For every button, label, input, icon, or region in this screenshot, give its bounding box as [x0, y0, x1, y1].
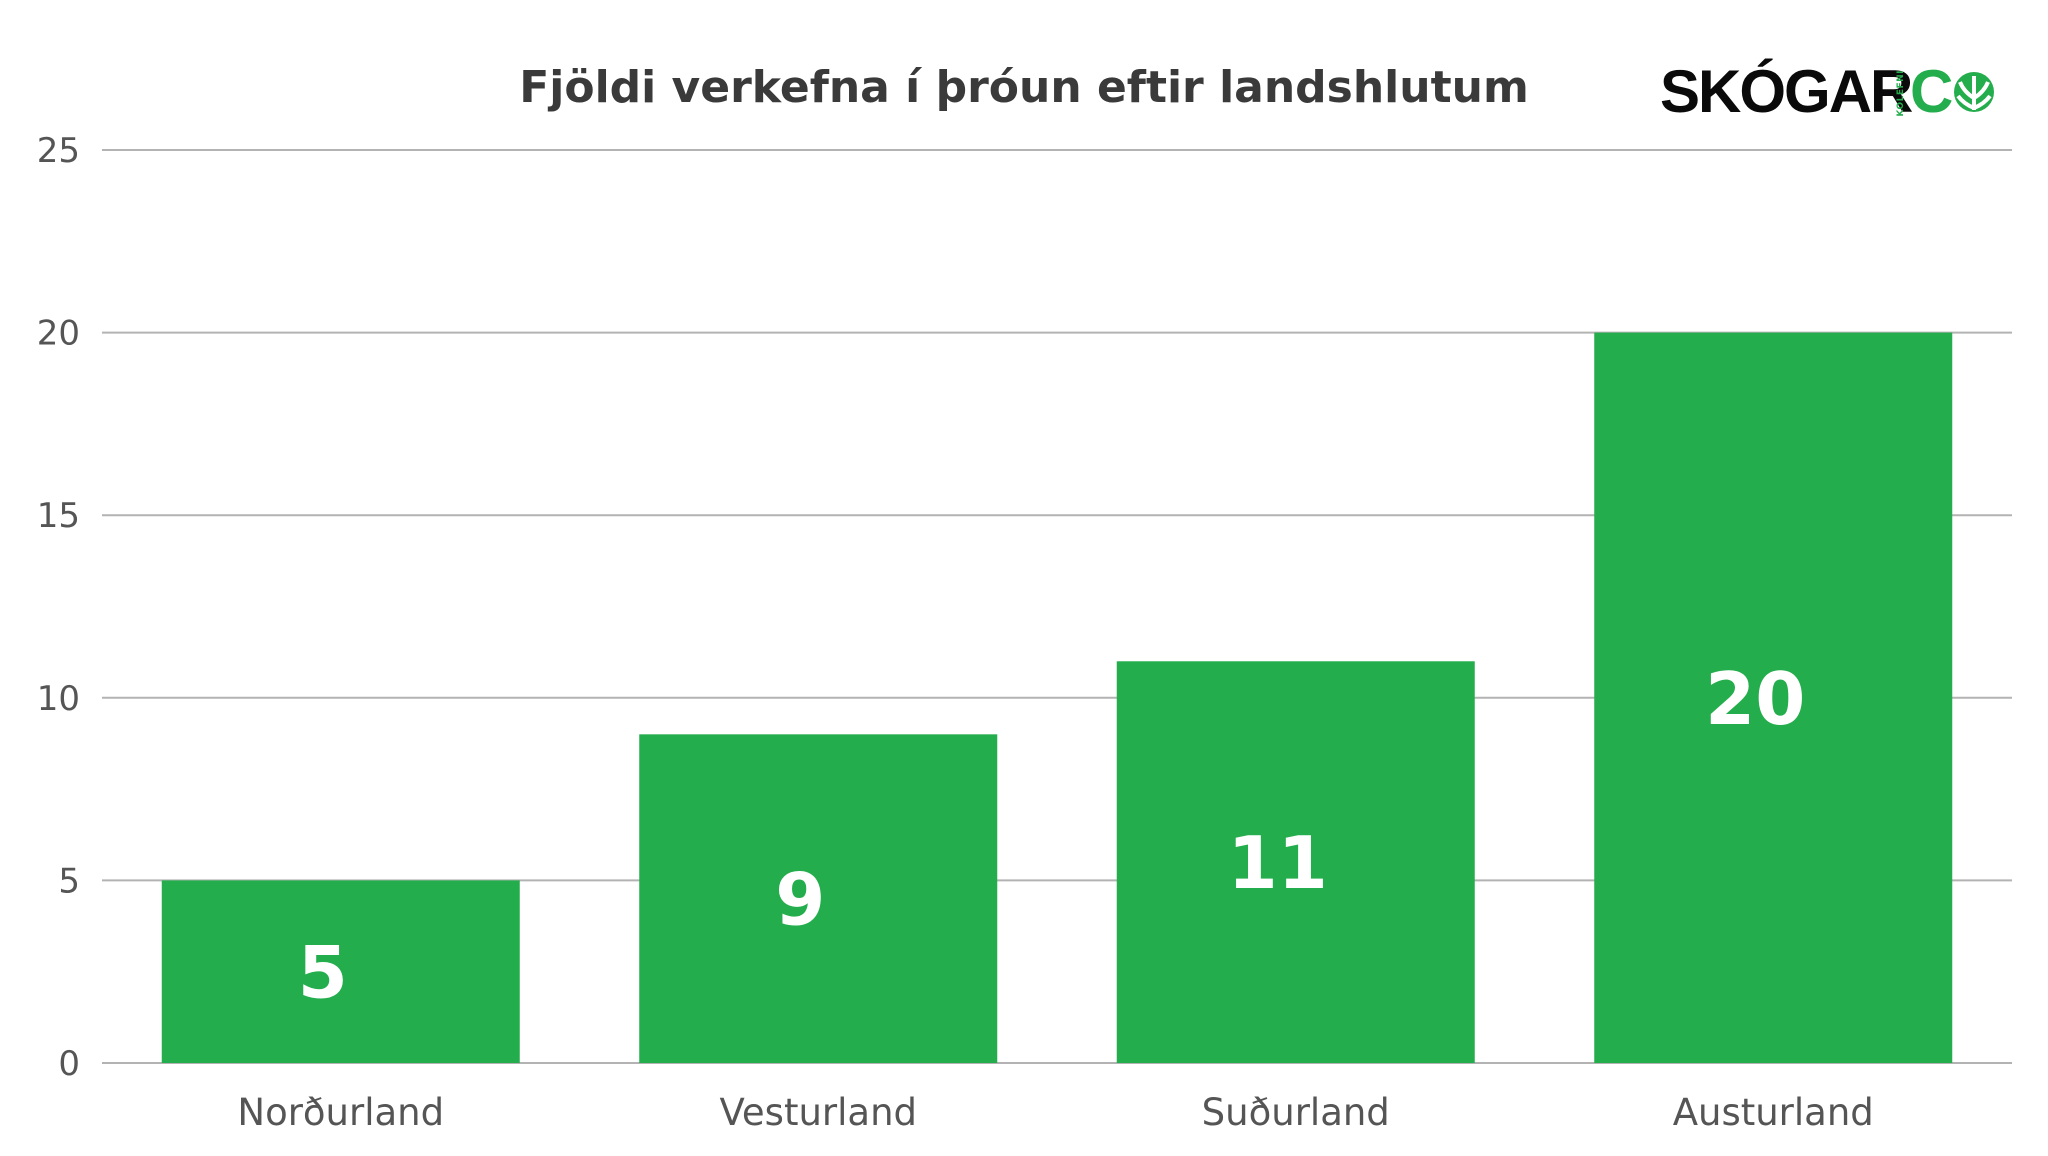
- y-tick-label: 5: [58, 861, 80, 901]
- skogar-kolefni-logo: SKÓGAR KOLEFNI C: [1660, 58, 1994, 125]
- data-label: 5: [298, 931, 348, 1015]
- data-label: 20: [1705, 657, 1805, 741]
- bar-3: [1594, 332, 1953, 1064]
- chart-title: Fjöldi verkefna í þróun eftir landshlutu…: [519, 62, 1529, 113]
- y-tick-label: 0: [58, 1044, 80, 1084]
- data-label: 11: [1228, 821, 1328, 905]
- x-tick-label: Vesturland: [719, 1091, 917, 1134]
- leaf-o-icon: [1954, 72, 1994, 112]
- y-tick-label: 15: [37, 496, 80, 536]
- bar-2: [1116, 661, 1475, 1063]
- y-tick-label: 20: [37, 314, 80, 354]
- x-tick-label: Austurland: [1673, 1091, 1874, 1134]
- logo-c-letter: C: [1910, 58, 1954, 125]
- bar-1: [639, 734, 998, 1063]
- logo-wordmark: SKÓGAR: [1660, 58, 1913, 125]
- y-tick-label: 25: [37, 131, 80, 171]
- x-tick-label: Suðurland: [1202, 1091, 1390, 1134]
- data-label: 9: [775, 858, 825, 942]
- y-tick-label: 10: [37, 679, 80, 719]
- bar-0: [161, 880, 520, 1063]
- x-tick-label: Norðurland: [237, 1091, 444, 1134]
